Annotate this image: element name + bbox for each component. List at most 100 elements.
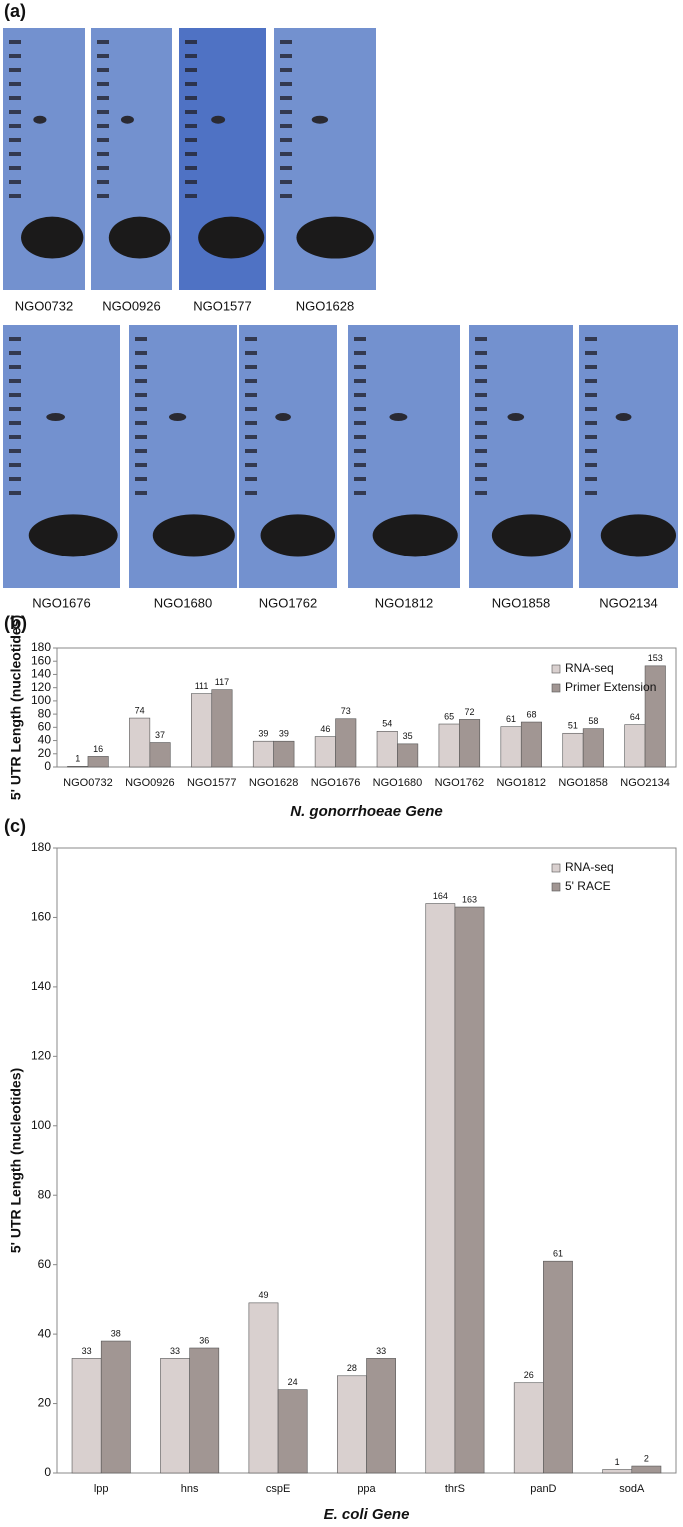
gel-label: NGO1812 <box>375 595 434 610</box>
data-label: 33 <box>82 1346 92 1356</box>
gel-ladder <box>354 435 366 439</box>
gel-band <box>108 216 171 259</box>
gel-ladder <box>185 110 197 114</box>
y-tick-label: 100 <box>31 1118 51 1132</box>
bar <box>644 665 666 768</box>
gel-band <box>168 413 187 422</box>
gel-band <box>260 514 336 557</box>
bar <box>191 693 213 768</box>
gel-ladder <box>585 491 597 495</box>
gel-ladder <box>97 40 109 44</box>
x-tick-label: NGO2134 <box>620 777 670 789</box>
gel-label: NGO0926 <box>102 298 161 313</box>
gel-ladder <box>185 194 197 198</box>
data-label: 61 <box>506 714 516 724</box>
y-tick-label: 40 <box>38 733 52 747</box>
gel-band <box>21 216 84 259</box>
gel-ladder <box>185 124 197 128</box>
gel-band <box>120 115 134 124</box>
x-tick-label: panD <box>530 1483 556 1495</box>
y-tick-label: 0 <box>44 1465 51 1479</box>
bar <box>425 903 456 1474</box>
bar <box>100 1340 131 1474</box>
gel-ladder <box>135 477 147 481</box>
bar <box>189 1347 220 1474</box>
bar <box>335 718 357 768</box>
gel-ladder <box>475 351 487 355</box>
gel-ladder <box>354 351 366 355</box>
data-label: 16 <box>93 744 103 754</box>
x-axis-title: N. gonorrhoeae Gene <box>290 803 443 820</box>
gel-ladder <box>245 407 257 411</box>
gel-band <box>46 413 66 422</box>
x-tick-label: hns <box>181 1483 199 1495</box>
data-label: 49 <box>258 1290 268 1300</box>
gel-ladder <box>135 407 147 411</box>
gel-ladder <box>97 138 109 142</box>
bar <box>582 728 604 768</box>
bar <box>376 730 398 768</box>
gel-ladder <box>354 365 366 369</box>
data-label: 58 <box>588 716 598 726</box>
bar <box>513 1382 544 1474</box>
legend-label: RNA-seq <box>565 860 614 874</box>
gel-ladder <box>135 449 147 453</box>
gel-ladder <box>475 421 487 425</box>
data-label: 153 <box>648 653 663 663</box>
y-tick-label: 140 <box>31 667 51 681</box>
bar <box>602 1469 633 1474</box>
y-tick-label: 180 <box>31 840 51 854</box>
gel-ladder <box>185 152 197 156</box>
gel-ladder <box>185 54 197 58</box>
y-tick-label: 140 <box>31 979 51 993</box>
gel-ladder <box>280 54 292 58</box>
gel-band <box>311 115 329 124</box>
x-tick-label: sodA <box>619 1483 645 1495</box>
gel-ladder <box>585 477 597 481</box>
y-tick-label: 120 <box>31 1049 51 1063</box>
panel-label: (b) <box>4 613 27 633</box>
data-label: 24 <box>288 1377 298 1387</box>
y-tick-label: 180 <box>31 640 51 654</box>
gel-ladder <box>9 152 21 156</box>
gel-ladder <box>97 82 109 86</box>
gel-ladder <box>475 379 487 383</box>
data-label: 73 <box>341 706 351 716</box>
gel-band <box>211 115 226 124</box>
gel-ladder <box>245 435 257 439</box>
data-label: 35 <box>403 731 413 741</box>
gel-ladder <box>354 337 366 341</box>
gel-ladder <box>9 491 21 495</box>
gel-band <box>600 514 677 557</box>
gel-ladder <box>245 449 257 453</box>
gel-ladder <box>354 449 366 453</box>
gel-ladder <box>475 477 487 481</box>
y-tick-label: 60 <box>38 720 52 734</box>
gel-ladder <box>9 421 21 425</box>
bar <box>160 1358 190 1474</box>
gel-ladder <box>97 180 109 184</box>
gel-label: NGO1577 <box>193 298 252 313</box>
gel-ladder <box>9 337 21 341</box>
gel-ladder <box>135 435 147 439</box>
x-tick-label: NGO1676 <box>311 777 361 789</box>
bar <box>211 689 233 768</box>
y-tick-label: 160 <box>31 653 51 667</box>
gel-ladder <box>9 54 21 58</box>
data-label: 39 <box>258 729 268 739</box>
gel-label: NGO1628 <box>296 298 355 313</box>
data-label: 39 <box>279 729 289 739</box>
gel-ladder <box>9 351 21 355</box>
gel-ladder <box>135 337 147 341</box>
gel-label: NGO2134 <box>599 595 658 610</box>
gel-ladder <box>280 180 292 184</box>
gel-ladder <box>475 491 487 495</box>
data-label: 164 <box>433 891 448 901</box>
gel-ladder <box>280 68 292 72</box>
data-label: 163 <box>462 894 477 904</box>
gel-ladder <box>9 449 21 453</box>
gel-ladder <box>354 477 366 481</box>
data-label: 68 <box>526 709 536 719</box>
x-tick-label: NGO1762 <box>435 777 485 789</box>
data-label: 33 <box>376 1346 386 1356</box>
